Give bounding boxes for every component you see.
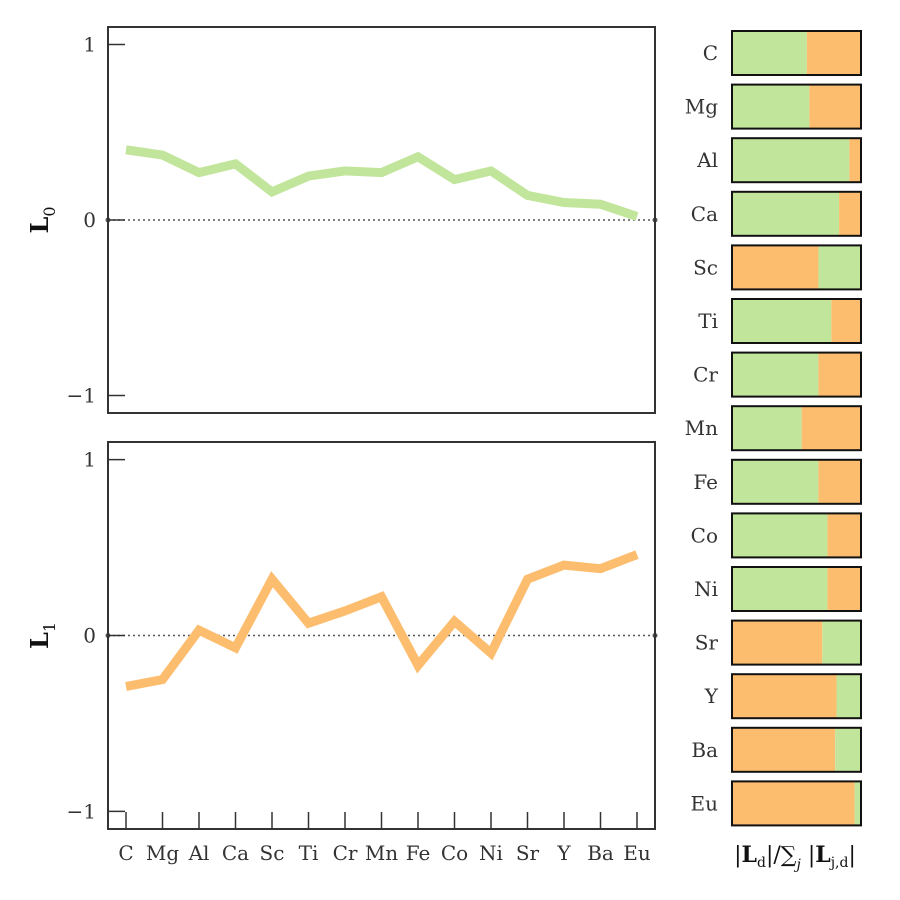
bar-frame-Eu bbox=[731, 780, 862, 827]
x-tick-label-Mn: Mn bbox=[365, 841, 398, 865]
bar-segment-L1-Al bbox=[849, 138, 861, 183]
bar-segment-L0-Al bbox=[732, 138, 850, 183]
x-tick-label-Ti: Ti bbox=[299, 841, 319, 865]
x-tick-label-Ca: Ca bbox=[222, 841, 249, 865]
plot-frame bbox=[107, 26, 656, 414]
bar-frame-Sc bbox=[731, 244, 862, 291]
bar-category-label-Eu: Eu bbox=[691, 791, 719, 815]
x-tick-label-C: C bbox=[118, 841, 133, 865]
bar-category-label-Sc: Sc bbox=[693, 255, 718, 279]
bar-segment-L1-Fe bbox=[818, 459, 861, 504]
y-axis-label: L1 bbox=[25, 622, 59, 649]
bar-category-label-Sr: Sr bbox=[695, 631, 719, 655]
bar-category-label-Ca: Ca bbox=[691, 202, 718, 226]
bar-category-label-Ti: Ti bbox=[698, 309, 718, 333]
y-axis-label-subscript: 1 bbox=[40, 622, 59, 632]
bar-frame-Ba bbox=[731, 726, 862, 773]
x-tick-label-Sr: Sr bbox=[516, 841, 540, 865]
bar-segment-L0-Ba bbox=[835, 727, 861, 772]
bar-category-label-Al: Al bbox=[696, 148, 718, 172]
bar-segment-L1-Co bbox=[827, 513, 861, 558]
bar-segment-L1-Sr bbox=[732, 620, 823, 665]
bar-category-label-C: C bbox=[703, 41, 718, 65]
x-tick-label-Fe: Fe bbox=[406, 841, 431, 865]
y-axis-label-main: L bbox=[25, 632, 54, 649]
bar-segment-L0-Mn bbox=[732, 406, 802, 451]
x-tick-label-Ba: Ba bbox=[587, 841, 614, 865]
x-tick-label-Al: Al bbox=[188, 841, 210, 865]
bar-category-label-Mg: Mg bbox=[685, 95, 718, 119]
bar-frame-Ti bbox=[731, 298, 862, 344]
x-tick-label-Eu: Eu bbox=[623, 841, 651, 865]
top-line-panel: 10−1L0 bbox=[25, 26, 658, 414]
bar-category-label-Y: Y bbox=[704, 684, 719, 708]
bar-segment-L1-C bbox=[806, 31, 861, 75]
y-tick-label: 0 bbox=[83, 208, 96, 232]
x-tick-label-Sc: Sc bbox=[260, 841, 285, 865]
bar-category-label-Co: Co bbox=[691, 523, 718, 547]
y-tick-label: −1 bbox=[67, 799, 96, 823]
bar-segment-L1-Ba bbox=[732, 727, 836, 772]
bar-segment-L1-Y bbox=[732, 674, 837, 719]
bar-segment-L1-Ca bbox=[839, 191, 861, 236]
y-axis-label-subscript: 0 bbox=[40, 206, 59, 216]
bar-frame-Cr bbox=[731, 351, 862, 398]
y-tick-label: −1 bbox=[67, 383, 96, 407]
bar-segment-L0-Ni bbox=[732, 567, 828, 611]
series-line-0 bbox=[125, 550, 639, 691]
bar-frame-Al bbox=[731, 137, 862, 184]
bar-segment-L0-C bbox=[732, 31, 807, 75]
x-tick-label-Y: Y bbox=[556, 841, 571, 865]
bar-frame-Mg bbox=[731, 83, 862, 130]
bar-segment-L0-Eu bbox=[854, 781, 861, 826]
bar-segment-L0-Y bbox=[836, 674, 861, 719]
bar-segment-L0-Sc bbox=[818, 245, 861, 290]
bar-segment-L0-Ca bbox=[732, 191, 840, 236]
bar-segment-L1-Sc bbox=[732, 245, 819, 290]
bar-segment-L1-Cr bbox=[818, 352, 861, 397]
bar-frame-Mn bbox=[731, 405, 862, 452]
bar-segment-L1-Ni bbox=[827, 567, 861, 611]
bar-segment-L1-Mn bbox=[801, 406, 861, 451]
bar-category-label-Cr: Cr bbox=[693, 363, 718, 387]
x-tick-label-Ni: Ni bbox=[479, 841, 503, 865]
bar-segment-L1-Ti bbox=[831, 299, 861, 343]
bar-segment-L0-Sr bbox=[822, 620, 861, 665]
bar-frame-C bbox=[731, 30, 862, 76]
bar-frame-Sr bbox=[731, 619, 862, 666]
x-tick-label-Co: Co bbox=[441, 841, 468, 865]
y-axis-label-main: L bbox=[25, 217, 54, 234]
bar-segment-L0-Co bbox=[732, 513, 828, 558]
y-tick-label: 1 bbox=[83, 33, 96, 57]
bar-frame-Y bbox=[731, 673, 862, 720]
bar-frame-Ca bbox=[731, 190, 862, 237]
bar-segment-L1-Eu bbox=[732, 781, 855, 826]
bar-category-label-Ba: Ba bbox=[691, 738, 718, 762]
bar-segment-L0-Ti bbox=[732, 299, 832, 343]
bar-segment-L1-Mg bbox=[809, 84, 861, 129]
bar-segment-L0-Fe bbox=[732, 459, 819, 504]
bar-category-label-Fe: Fe bbox=[693, 470, 718, 494]
bar-segment-L0-Cr bbox=[732, 352, 819, 397]
bar-frame-Fe bbox=[731, 458, 862, 505]
y-tick-label: 1 bbox=[83, 448, 96, 472]
bar-category-label-Ni: Ni bbox=[694, 577, 718, 601]
stacked-bar-panel: C Mg Al Ca Sc Ti Cr Mn Fe Co Ni Sr Y Ba Eu |Ld|/∑j |Lj,… bbox=[685, 30, 862, 873]
bar-axis-label: |Ld|/∑j |Lj,d| bbox=[734, 842, 856, 873]
y-axis-label: L0 bbox=[25, 206, 59, 233]
series-line-0 bbox=[125, 145, 639, 221]
bar-frame-Co bbox=[731, 512, 862, 559]
bar-frame-Ni bbox=[731, 566, 862, 612]
y-tick-label: 0 bbox=[83, 624, 96, 648]
bar-category-label-Mn: Mn bbox=[685, 416, 718, 440]
bar-segment-L0-Mg bbox=[732, 84, 810, 129]
x-tick-label-Cr: Cr bbox=[333, 841, 358, 865]
x-tick-label-Mg: Mg bbox=[146, 841, 179, 865]
